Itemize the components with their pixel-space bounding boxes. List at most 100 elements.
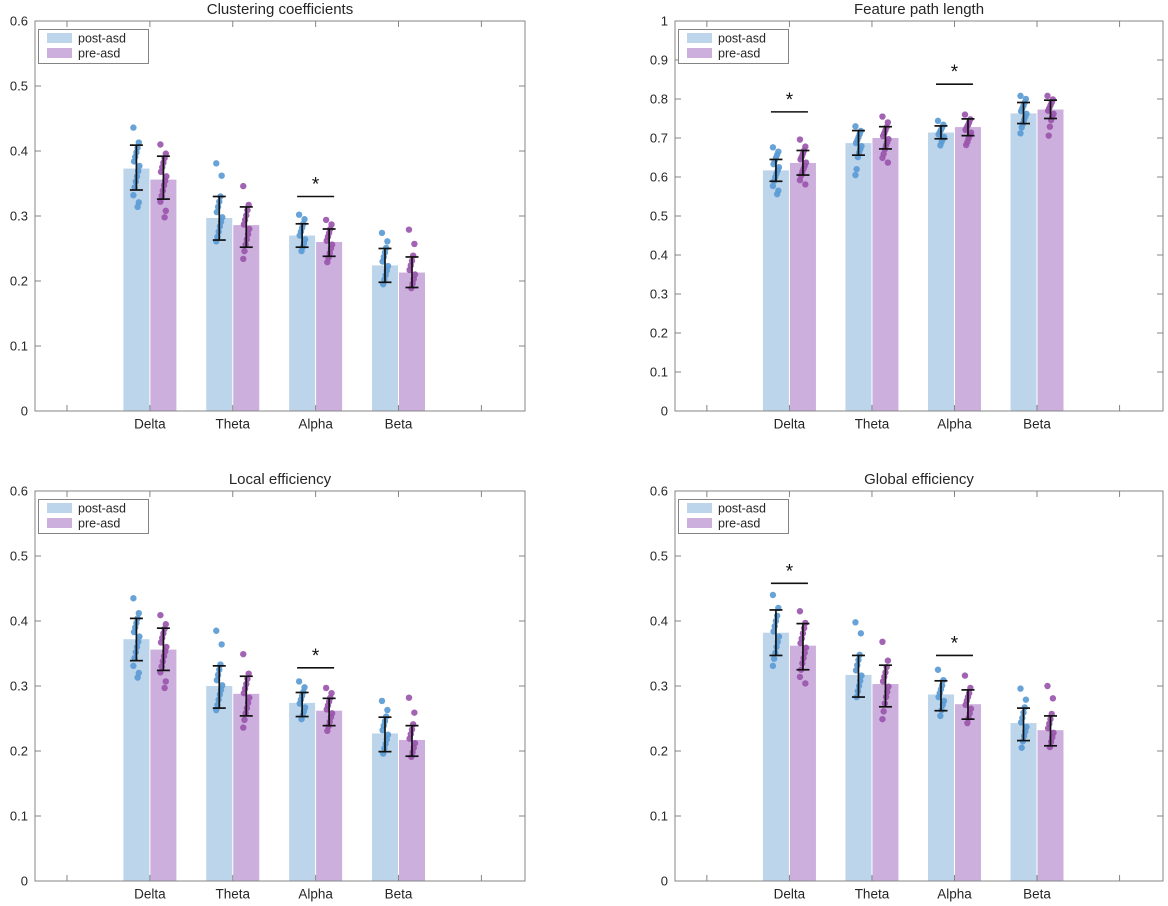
legend-swatch-post-asd	[687, 33, 712, 43]
bar-pre-asd-theta	[872, 138, 899, 411]
scatter-point-pre-asd-beta	[1046, 123, 1054, 130]
scatter-point-pre-asd-delta	[796, 136, 804, 143]
scatter-point-post-asd-delta	[775, 633, 783, 640]
scatter-point-pre-asd-delta	[162, 207, 170, 214]
scatter-point-pre-asd-theta	[885, 683, 892, 690]
scatter-point-pre-asd-theta	[884, 657, 892, 664]
error-bar-post-asd-delta	[769, 609, 783, 657]
y-tick-label-0.3: 0.3	[10, 209, 28, 224]
bar-pre-asd-alpha	[954, 127, 981, 411]
chart-feature-path-length: Feature path length * * 0 0.1 0.2 0.3 0.4 0.5 0.…	[584, 0, 1168, 453]
y-tick-label-0.5: 0.5	[10, 79, 28, 94]
scatter-point-post-asd-delta	[134, 203, 141, 211]
sig-asterisk-alpha: *	[312, 646, 320, 667]
scatter-point-post-asd-beta	[1018, 744, 1025, 751]
x-tick-label-beta: Beta	[385, 887, 413, 902]
sig-asterisk-alpha: *	[951, 633, 959, 654]
scatter-point-post-asd-beta	[378, 697, 386, 705]
bar-pre-asd-theta	[872, 684, 899, 881]
y-tick-label-0.4: 0.4	[10, 144, 28, 159]
scatter-point-pre-asd-theta	[884, 159, 892, 166]
bar-pre-asd-beta	[398, 272, 425, 411]
scatter-point-post-asd-beta	[384, 238, 391, 245]
scatter-point-pre-asd-beta	[405, 226, 413, 233]
legend-swatch-pre-asd	[47, 48, 72, 58]
scatter-point-pre-asd-alpha	[322, 684, 330, 692]
scatter-point-pre-asd-theta	[240, 255, 247, 263]
scatter-point-pre-asd-alpha	[964, 719, 971, 727]
x-tick-label-delta: Delta	[774, 417, 806, 432]
y-tick-label-0.2: 0.2	[650, 744, 668, 759]
error-bar-pre-asd-delta	[156, 627, 170, 672]
error-bar-pre-asd-alpha	[961, 689, 975, 720]
bar-post-asd-theta	[845, 674, 872, 881]
error-bar-post-asd-alpha	[934, 679, 948, 712]
bar-post-asd-alpha	[289, 235, 316, 411]
scatter-point-pre-asd-theta	[246, 694, 253, 701]
scatter-point-post-asd-theta	[857, 630, 865, 637]
scatter-point-pre-asd-alpha	[961, 672, 969, 679]
scatter-point-post-asd-beta	[1022, 696, 1030, 703]
y-tick-label-0.4: 0.4	[650, 248, 668, 263]
error-bar-post-asd-delta	[129, 617, 143, 662]
chart-local-efficiency: Local efficiency * 0 0.1 0.2 0.3 0.4 0.5 0.6 Del…	[0, 453, 584, 906]
scatter-point-post-asd-delta	[134, 674, 141, 681]
y-tick-label-0.2: 0.2	[650, 326, 668, 341]
x-tick-label-beta: Beta	[1023, 887, 1051, 902]
chart-svg-clustering-coefficients: * 0 0.1 0.2 0.3 0.4 0.5 0.6 Delta Theta Alpha Beta C…	[10, 1, 526, 432]
scatter-point-pre-asd-theta	[245, 670, 252, 677]
error-bar-post-asd-alpha	[295, 222, 309, 249]
scatter-point-post-asd-delta	[769, 591, 777, 599]
chart-svg-local-efficiency: * 0 0.1 0.2 0.3 0.4 0.5 0.6 Delta Theta Alpha Beta L…	[10, 471, 526, 902]
scatter-point-post-asd-delta	[769, 662, 777, 670]
scatter-point-post-asd-alpha	[298, 715, 305, 723]
scatter-point-pre-asd-beta	[411, 709, 418, 716]
bar-pre-asd-alpha	[316, 242, 343, 411]
error-bar-pre-asd-beta	[1043, 715, 1057, 747]
plot-frame	[674, 20, 1164, 412]
error-bar-pre-asd-delta	[156, 155, 170, 200]
error-bar-post-asd-beta	[1016, 707, 1030, 742]
y-tick-label-0.1: 0.1	[10, 809, 28, 824]
bar-post-asd-beta	[1010, 113, 1037, 412]
y-tick-label-0.3: 0.3	[650, 679, 668, 694]
y-tick-label-0.6: 0.6	[650, 484, 668, 499]
x-tick-label-delta: Delta	[134, 417, 166, 432]
legend-label-post-asd: post-asd	[78, 32, 126, 46]
y-tick-label-0.6: 0.6	[650, 170, 668, 185]
scatter-point-pre-asd-delta	[161, 684, 168, 692]
error-bar-pre-asd-delta	[796, 149, 810, 176]
sig-asterisk-alpha: *	[312, 175, 320, 196]
scatter-point-pre-asd-theta	[241, 716, 248, 723]
x-tick-label-delta: Delta	[134, 887, 166, 902]
scatter-point-post-asd-delta	[136, 162, 143, 170]
scatter-point-pre-asd-alpha	[961, 111, 969, 118]
scatter-point-post-asd-beta	[1017, 92, 1024, 100]
scatter-point-pre-asd-delta	[802, 644, 810, 651]
legend-swatch-pre-asd	[687, 48, 712, 58]
scatter-point-post-asd-beta	[1017, 685, 1024, 692]
scatter-point-post-asd-theta	[852, 123, 859, 130]
scatter-point-post-asd-delta	[130, 595, 137, 602]
plot-frame	[34, 490, 526, 882]
scatter-point-pre-asd-alpha	[324, 258, 331, 266]
legend-label-pre-asd: pre-asd	[718, 47, 760, 61]
legend-swatch-post-asd	[687, 503, 712, 513]
x-tick-label-theta: Theta	[855, 887, 890, 902]
scatter-point-post-asd-beta	[384, 706, 391, 714]
y-tick-label-0.7: 0.7	[650, 131, 668, 146]
legend-swatch-post-asd	[47, 33, 72, 43]
bar-post-asd-alpha	[927, 694, 954, 881]
error-bar-pre-asd-theta	[239, 675, 253, 717]
error-bar-pre-asd-delta	[796, 622, 810, 671]
y-tick-label-0.2: 0.2	[10, 744, 28, 759]
legend-label-pre-asd: pre-asd	[78, 47, 120, 61]
error-bar-post-asd-theta	[851, 654, 865, 698]
chart-svg-global-efficiency: * * 0 0.1 0.2 0.3 0.4 0.5 0.6 Delta Theta Alpha Beta…	[650, 471, 1164, 902]
scatter-point-post-asd-delta	[130, 662, 137, 670]
scatter-point-pre-asd-theta	[246, 225, 253, 233]
y-tick-label-0.9: 0.9	[650, 53, 668, 68]
y-tick-label-0.6: 0.6	[10, 14, 28, 29]
